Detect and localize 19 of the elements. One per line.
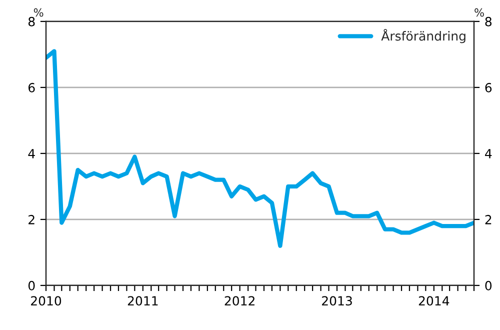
y2-tick-label: 4 bbox=[485, 149, 492, 158]
y2-tick-label: 2 bbox=[485, 214, 492, 224]
y2-axis-title: % bbox=[474, 8, 484, 17]
y-tick-label: 4 bbox=[28, 149, 35, 158]
y-tick-label: 8 bbox=[28, 16, 35, 26]
x-tick-label: 2011 bbox=[128, 296, 158, 306]
y-tick-label: 0 bbox=[28, 280, 35, 290]
x-tick-label: 2012 bbox=[224, 296, 254, 306]
x-tick-label: 2010 bbox=[31, 296, 62, 306]
y-axis-title: % bbox=[34, 8, 44, 17]
legend-label: Årsförändring bbox=[381, 28, 466, 44]
y2-tick-label: 8 bbox=[485, 16, 492, 26]
y-tick-label: 6 bbox=[28, 82, 35, 92]
x-tick-label: 2014 bbox=[418, 296, 450, 306]
y2-tick-label: 0 bbox=[485, 280, 492, 290]
x-tick-label: 2013 bbox=[322, 296, 352, 306]
y2-tick-label: 6 bbox=[485, 82, 492, 92]
line-series bbox=[46, 49, 474, 248]
y-tick-label: 2 bbox=[28, 214, 34, 224]
